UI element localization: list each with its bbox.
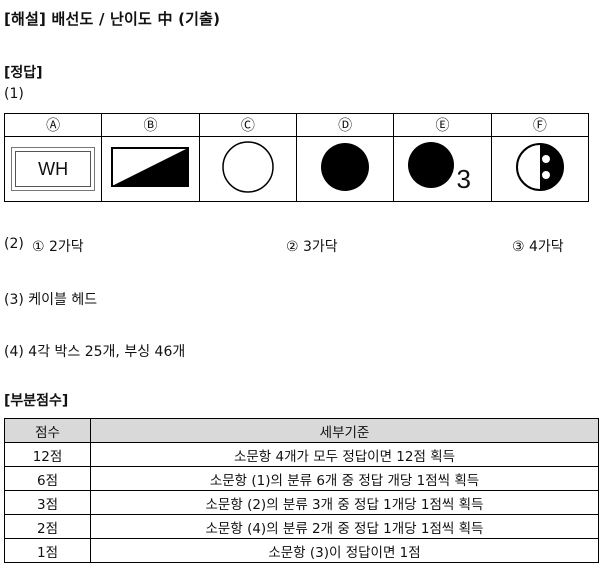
question-3-answer: (3) 케이블 헤드 xyxy=(4,292,98,308)
symbol-letter-e: Ⓔ xyxy=(393,113,492,137)
symbol-cell-b xyxy=(101,136,200,202)
empty-circle-icon xyxy=(222,141,274,193)
column-header-score: 점수 xyxy=(4,418,91,443)
question-2-answer-2: ② 3가닥 xyxy=(286,239,338,255)
score-cell: 12점 xyxy=(4,442,91,467)
symbol-letter-row: Ⓐ Ⓑ Ⓒ Ⓓ Ⓔ Ⓕ xyxy=(3,113,590,137)
question-2-label: (2) xyxy=(4,236,24,252)
filled-circle-shape xyxy=(408,142,455,188)
symbol-cell-f xyxy=(490,136,590,202)
symbol-cell-a: WH xyxy=(3,136,103,202)
symbol-cell-d xyxy=(295,136,395,202)
criteria-cell: 소문항 4개가 모두 정답이면 12점 획득 xyxy=(90,442,599,467)
symbol-letter-c: Ⓒ xyxy=(198,113,297,137)
symbol-letter-d: Ⓓ xyxy=(295,113,395,137)
page-title: [해설] 배선도 / 난이도 中 (기출) xyxy=(4,10,221,28)
table-row: 3점 소문항 (2)의 분류 3개 중 정답 1개당 1점씩 획득 xyxy=(4,490,599,515)
symbol-cell-e: 3 xyxy=(393,136,492,202)
question-2-answer-1: ① 2가닥 xyxy=(32,239,84,255)
table-row: 12점 소문항 4개가 모두 정답이면 12점 획득 xyxy=(4,442,599,467)
question-4-answer: (4) 4각 박스 25개, 부싱 46개 xyxy=(4,344,186,360)
question-2-answer-3: ③ 4가닥 xyxy=(512,239,564,255)
filled-circle-3-icon: 3 xyxy=(404,140,480,198)
symbol-icon-row: WH 3 xyxy=(3,136,590,202)
symbol-table: Ⓐ Ⓑ Ⓒ Ⓓ Ⓔ Ⓕ WH xyxy=(3,113,590,202)
answer-heading: [정답] xyxy=(4,65,43,81)
half-triangle-icon xyxy=(111,147,190,187)
table-row: 1점 소문항 (3)이 정답이면 1점 xyxy=(4,538,599,563)
criteria-cell: 소문항 (2)의 분류 3개 중 정답 1개당 1점씩 획득 xyxy=(90,490,599,515)
circuit-count-label: 3 xyxy=(456,164,471,194)
outlet-circle-icon xyxy=(515,143,564,191)
score-cell: 3점 xyxy=(4,490,91,515)
symbol-letter-f: Ⓕ xyxy=(490,113,590,137)
table-header-row: 점수 세부기준 xyxy=(4,418,599,443)
score-cell: 1점 xyxy=(4,538,91,563)
symbol-letter-a: Ⓐ xyxy=(3,113,103,137)
criteria-cell: 소문항 (3)이 정답이면 1점 xyxy=(90,538,599,563)
table-row: 6점 소문항 (1)의 분류 6개 중 정답 개당 1점씩 획득 xyxy=(4,466,599,491)
question-1-label: (1) xyxy=(4,86,24,102)
filled-circle-icon xyxy=(321,143,370,191)
criteria-cell: 소문항 (4)의 분류 2개 중 정답 1개당 1점씩 획득 xyxy=(90,514,599,539)
score-cell: 6점 xyxy=(4,466,91,491)
symbol-cell-c xyxy=(198,136,297,202)
criteria-cell: 소문항 (1)의 분류 6개 중 정답 개당 1점씩 획득 xyxy=(90,466,599,491)
wh-box-icon: WH xyxy=(15,151,92,187)
partial-score-table: 점수 세부기준 12점 소문항 4개가 모두 정답이면 12점 획득 6점 소문… xyxy=(4,418,599,563)
table-row: 2점 소문항 (4)의 분류 2개 중 정답 1개당 1점씩 획득 xyxy=(4,514,599,539)
partial-score-heading: [부분점수] xyxy=(4,393,69,409)
column-header-criteria: 세부기준 xyxy=(90,418,599,443)
symbol-letter-b: Ⓑ xyxy=(101,113,200,137)
score-cell: 2점 xyxy=(4,514,91,539)
